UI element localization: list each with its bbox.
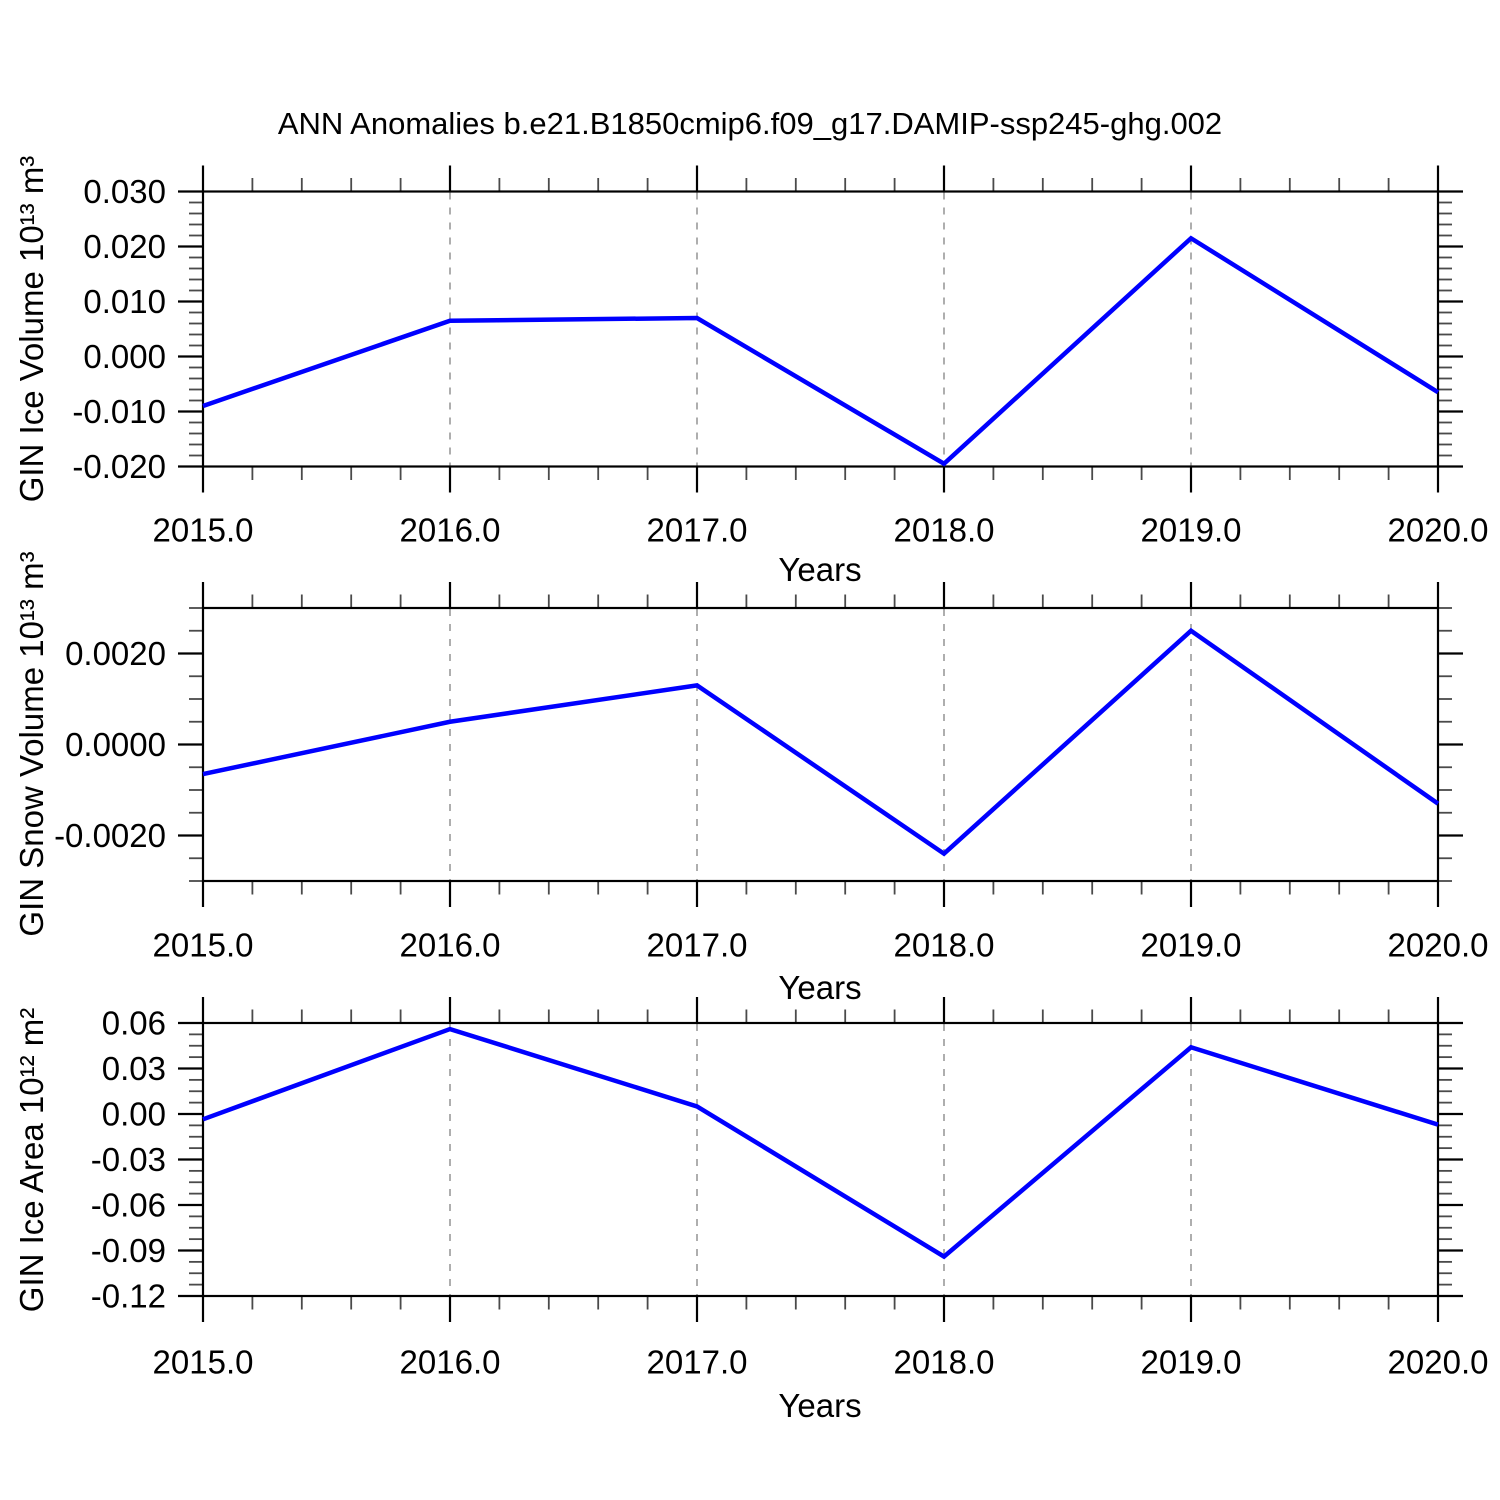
y-tick-label: 0.000 bbox=[83, 338, 166, 375]
gin-ice-area-line bbox=[202, 1026, 1439, 1260]
plot-frame bbox=[201, 1021, 1440, 1298]
x-tick-label: 2016.0 bbox=[400, 927, 501, 964]
gin-ice-volume-line bbox=[202, 235, 1440, 467]
y-tick-label: -0.06 bbox=[91, 1187, 166, 1224]
y-tick-label: -0.09 bbox=[91, 1232, 166, 1269]
x-tick-label: 2015.0 bbox=[153, 1344, 254, 1381]
gin-snow-volume-panel: 0.0020 0.0000 -0.0020 2015.0 2016.0 2017.0 201… bbox=[54, 582, 1488, 964]
plot-frame bbox=[201, 190, 1440, 468]
y-tick-label: -0.010 bbox=[72, 393, 166, 430]
gin-ice-area-panel: 0.06 0.03 0.00 -0.03 -0.06 -0.09 -0.12 2015.0 20… bbox=[91, 997, 1489, 1381]
x-tick-label: 2020.0 bbox=[1388, 927, 1489, 964]
x-tick-label: 2017.0 bbox=[647, 512, 748, 549]
y-axis-label-snow-volume: GIN Snow Volume 10¹³ m³ bbox=[13, 551, 50, 937]
y-tick-label: 0.020 bbox=[83, 228, 166, 265]
x-tick-label: 2016.0 bbox=[400, 512, 501, 549]
x-axis-label-years-panel1: Years bbox=[778, 551, 862, 588]
plot-frame bbox=[201, 606, 1440, 883]
y-axis-label-ice-volume: GIN Ice Volume 10¹³ m³ bbox=[13, 155, 50, 503]
x-axis-label-years-panel3: Years bbox=[778, 1387, 862, 1424]
y-tick-label: 0.03 bbox=[102, 1050, 166, 1087]
y-tick-label: 0.010 bbox=[83, 283, 166, 320]
y-tick-label: -0.12 bbox=[91, 1278, 166, 1315]
gin-ice-volume-panel: 0.030 0.020 0.010 0.000 -0.010 -0.020 2015.0 20… bbox=[72, 165, 1489, 549]
x-tick-label: 2020.0 bbox=[1388, 1344, 1489, 1381]
x-tick-label: 2016.0 bbox=[400, 1344, 501, 1381]
gin-snow-volume-line bbox=[202, 627, 1440, 857]
x-tick-label: 2020.0 bbox=[1388, 512, 1489, 549]
x-tick-label: 2017.0 bbox=[647, 927, 748, 964]
y-tick-label: -0.020 bbox=[72, 448, 166, 485]
y-tick-label: 0.00 bbox=[102, 1096, 166, 1133]
x-tick-label: 2019.0 bbox=[1141, 927, 1242, 964]
x-tick-label: 2018.0 bbox=[894, 927, 995, 964]
y-tick-label: 0.030 bbox=[83, 173, 166, 210]
x-tick-label: 2018.0 bbox=[894, 512, 995, 549]
y-tick-label: -0.0020 bbox=[54, 817, 166, 854]
y-tick-label: 0.06 bbox=[102, 1005, 166, 1042]
x-tick-label: 2018.0 bbox=[894, 1344, 995, 1381]
x-axis-label-years-panel2: Years bbox=[778, 969, 862, 1006]
x-tick-label: 2015.0 bbox=[153, 927, 254, 964]
chart-title: ANN Anomalies b.e21.B1850cmip6.f09_g17.D… bbox=[277, 106, 1223, 141]
y-axis-label-ice-area: GIN Ice Area 10¹² m² bbox=[13, 1007, 50, 1313]
x-tick-label: 2015.0 bbox=[153, 512, 254, 549]
x-tick-label: 2017.0 bbox=[647, 1344, 748, 1381]
y-tick-label: 0.0020 bbox=[65, 635, 166, 672]
y-tick-label: 0.0000 bbox=[65, 726, 166, 763]
y-tick-label: -0.03 bbox=[91, 1141, 166, 1178]
x-tick-label: 2019.0 bbox=[1141, 512, 1242, 549]
x-tick-label: 2019.0 bbox=[1141, 1344, 1242, 1381]
